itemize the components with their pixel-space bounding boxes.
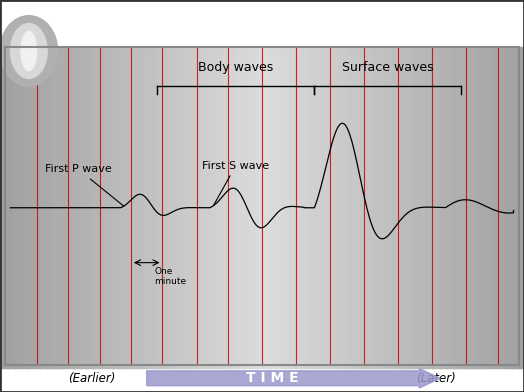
- Bar: [439, 47, 448, 368]
- Bar: [282, 47, 291, 368]
- Bar: [124, 47, 134, 368]
- Text: First S wave: First S wave: [202, 161, 269, 205]
- Bar: [373, 47, 383, 368]
- Bar: [249, 47, 258, 368]
- Bar: [341, 47, 350, 368]
- Bar: [393, 47, 402, 368]
- Bar: [485, 47, 494, 368]
- Text: (Later): (Later): [416, 372, 456, 385]
- Bar: [150, 47, 160, 368]
- Bar: [183, 47, 193, 368]
- Ellipse shape: [0, 16, 58, 86]
- Bar: [163, 47, 173, 368]
- Bar: [131, 47, 140, 368]
- Bar: [72, 47, 81, 368]
- Text: T I M E: T I M E: [246, 371, 299, 385]
- Bar: [445, 47, 454, 368]
- Bar: [504, 47, 514, 368]
- Bar: [157, 47, 167, 368]
- Bar: [137, 47, 147, 368]
- Bar: [458, 47, 467, 368]
- Bar: [419, 47, 429, 368]
- Text: (Earlier): (Earlier): [68, 372, 115, 385]
- Bar: [79, 47, 88, 368]
- Text: First P wave: First P wave: [45, 165, 124, 206]
- Ellipse shape: [21, 31, 37, 71]
- Bar: [301, 47, 310, 368]
- Bar: [387, 47, 396, 368]
- Bar: [465, 47, 474, 368]
- Bar: [13, 47, 22, 368]
- Bar: [39, 47, 48, 368]
- Bar: [230, 47, 238, 368]
- Bar: [99, 47, 107, 368]
- Bar: [288, 47, 298, 368]
- Bar: [236, 47, 245, 368]
- Bar: [26, 47, 36, 368]
- Bar: [347, 47, 356, 368]
- Bar: [66, 47, 75, 368]
- Text: One
minute: One minute: [155, 267, 187, 286]
- Bar: [478, 47, 487, 368]
- Bar: [0, 47, 9, 368]
- Bar: [46, 47, 55, 368]
- Bar: [262, 47, 271, 368]
- Bar: [177, 47, 186, 368]
- Bar: [111, 47, 121, 368]
- Bar: [380, 47, 389, 368]
- Bar: [268, 47, 278, 368]
- Bar: [20, 47, 29, 368]
- Bar: [190, 47, 199, 368]
- Bar: [361, 47, 369, 368]
- FancyArrow shape: [147, 368, 440, 388]
- Bar: [203, 47, 212, 368]
- Bar: [242, 47, 252, 368]
- Bar: [413, 47, 422, 368]
- Bar: [32, 47, 42, 368]
- Bar: [321, 47, 330, 368]
- Bar: [354, 47, 363, 368]
- Bar: [216, 47, 225, 368]
- Bar: [452, 47, 461, 368]
- Bar: [144, 47, 154, 368]
- Bar: [334, 47, 343, 368]
- Bar: [196, 47, 205, 368]
- Bar: [105, 47, 114, 368]
- Bar: [85, 47, 94, 368]
- Bar: [255, 47, 265, 368]
- Bar: [275, 47, 284, 368]
- Bar: [52, 47, 62, 368]
- Bar: [425, 47, 435, 368]
- Bar: [511, 47, 520, 368]
- Bar: [472, 47, 481, 368]
- Bar: [6, 47, 16, 368]
- Bar: [92, 47, 101, 368]
- Ellipse shape: [10, 24, 47, 78]
- Bar: [328, 47, 336, 368]
- Bar: [294, 47, 304, 368]
- Bar: [367, 47, 376, 368]
- Bar: [432, 47, 441, 368]
- Bar: [118, 47, 127, 368]
- Text: Surface waves: Surface waves: [342, 62, 433, 74]
- Bar: [223, 47, 232, 368]
- Bar: [59, 47, 68, 368]
- Bar: [170, 47, 179, 368]
- Text: Body waves: Body waves: [198, 62, 274, 74]
- Bar: [518, 47, 524, 368]
- Bar: [498, 47, 507, 368]
- Bar: [314, 47, 323, 368]
- Bar: [399, 47, 409, 368]
- Bar: [492, 47, 500, 368]
- Bar: [406, 47, 415, 368]
- Bar: [308, 47, 317, 368]
- Bar: [210, 47, 219, 368]
